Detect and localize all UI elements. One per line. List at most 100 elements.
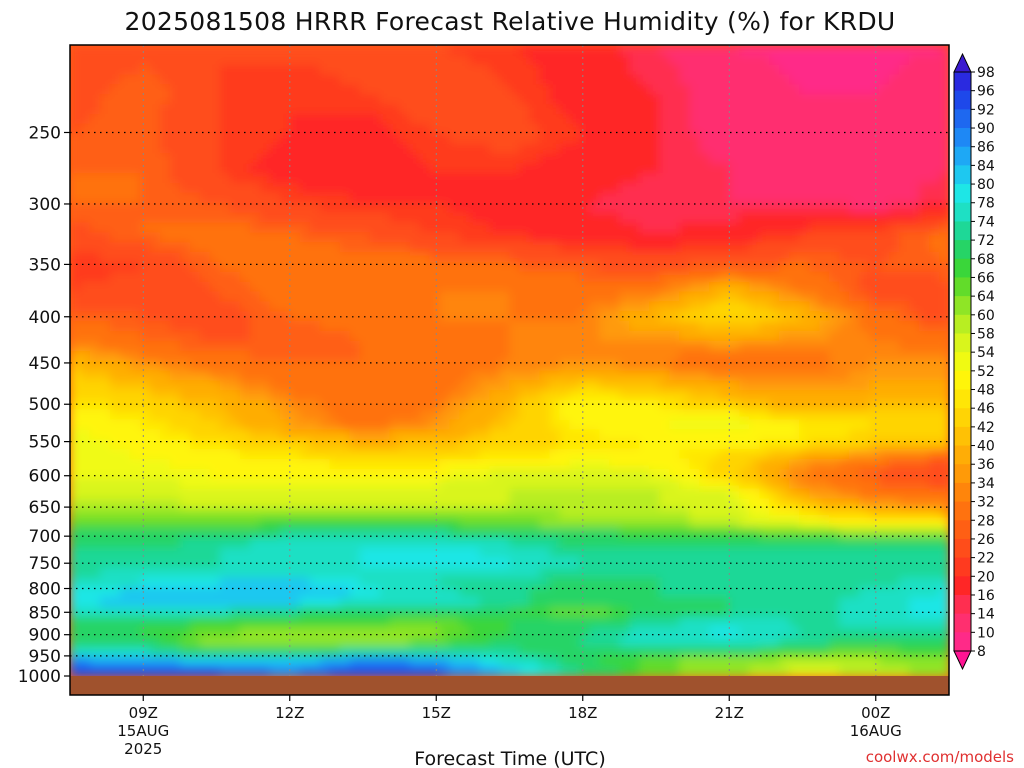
rh-cell (689, 232, 701, 243)
rh-cell (109, 173, 121, 184)
rh-cell (629, 419, 641, 431)
rh-cell (409, 54, 421, 66)
rh-cell (249, 419, 261, 431)
rh-cell (289, 567, 301, 579)
rh-cell (729, 330, 741, 342)
rh-cell (839, 390, 850, 401)
rh-cell (79, 64, 91, 76)
rh-cell (439, 74, 451, 86)
rh-cell (589, 350, 601, 362)
rh-cell (559, 488, 571, 500)
rh-cell (339, 557, 351, 569)
rh-cell (679, 340, 691, 352)
rh-cell (439, 606, 451, 618)
rh-cell (469, 429, 481, 441)
rh-cell (309, 123, 321, 135)
rh-cell (719, 449, 731, 460)
rh-cell (129, 646, 141, 658)
rh-cell (179, 114, 191, 125)
rh-cell (359, 597, 371, 608)
rh-cell (239, 192, 251, 204)
rh-cell (109, 84, 121, 96)
rh-cell (309, 252, 321, 263)
rh-cell (319, 291, 331, 303)
rh-cell (129, 399, 141, 411)
rh-cell (469, 439, 481, 451)
rh-cell (519, 557, 531, 569)
rh-cell (839, 242, 850, 253)
rh-cell (629, 192, 641, 204)
rh-cell (599, 449, 611, 460)
rh-cell (319, 656, 331, 667)
rh-cell (209, 321, 221, 332)
rh-cell (499, 261, 511, 273)
rh-cell (279, 330, 291, 342)
rh-cell (549, 488, 561, 500)
rh-cell (169, 488, 181, 500)
rh-cell (229, 537, 241, 549)
rh-cell (699, 459, 711, 470)
rh-cell (809, 153, 820, 165)
rh-cell (209, 114, 221, 125)
rh-cell (449, 291, 461, 303)
rh-cell (459, 54, 471, 66)
rh-cell (379, 557, 391, 569)
rh-cell (619, 459, 631, 470)
rh-cell (579, 537, 591, 549)
rh-cell (229, 557, 241, 569)
rh-cell (89, 281, 101, 293)
rh-cell (339, 192, 351, 204)
rh-cell (699, 636, 711, 648)
rh-cell (429, 528, 441, 539)
rh-cell (299, 94, 311, 105)
rh-cell (689, 468, 701, 480)
rh-cell (719, 340, 731, 352)
rh-cell (489, 528, 501, 539)
rh-cell (729, 271, 741, 283)
rh-cell (239, 380, 251, 391)
rh-cell (479, 84, 491, 96)
rh-cell (839, 666, 850, 676)
rh-cell (799, 606, 810, 618)
rh-cell (309, 459, 321, 470)
rh-cell (789, 439, 800, 451)
rh-cell (789, 380, 800, 391)
rh-cell (579, 468, 591, 480)
rh-cell (249, 252, 261, 263)
rh-cell (649, 478, 661, 490)
rh-cell (419, 133, 431, 145)
rh-cell (99, 488, 111, 500)
rh-cell (839, 409, 850, 421)
rh-cell (159, 468, 171, 480)
rh-cell (239, 468, 251, 480)
rh-cell (99, 261, 111, 273)
rh-cell (669, 123, 681, 135)
rh-cell (789, 64, 800, 76)
rh-cell (389, 301, 401, 312)
rh-cell (119, 646, 131, 658)
rh-cell (399, 567, 411, 579)
rh-cell (389, 192, 401, 204)
rh-cell (799, 636, 810, 648)
rh-cell (799, 54, 810, 66)
rh-cell (819, 537, 830, 549)
rh-cell (229, 311, 241, 322)
rh-cell (139, 84, 151, 96)
rh-cell (189, 45, 201, 56)
rh-cell (289, 547, 301, 559)
rh-cell (109, 577, 121, 589)
rh-cell (779, 242, 790, 253)
rh-cell (789, 232, 800, 243)
rh-cell (439, 498, 451, 510)
rh-cell (489, 606, 501, 618)
rh-cell (679, 508, 691, 520)
rh-cell (719, 202, 731, 214)
rh-cell (289, 616, 301, 628)
rh-cell (289, 350, 301, 362)
rh-cell (309, 498, 321, 510)
rh-cell (569, 212, 581, 224)
rh-cell (669, 597, 681, 608)
rh-cell (409, 183, 421, 194)
rh-cell (419, 252, 431, 263)
rh-cell (829, 518, 840, 529)
